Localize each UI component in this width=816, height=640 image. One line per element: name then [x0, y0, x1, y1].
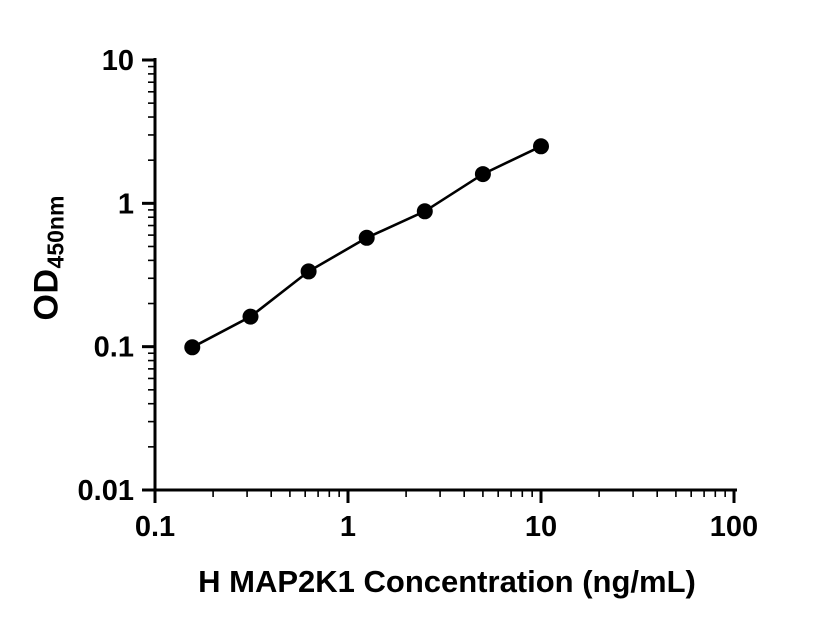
- data-point-marker: [533, 138, 549, 155]
- x-tick-label: 0.1: [135, 511, 175, 543]
- y-axis-title-main: OD: [27, 268, 66, 321]
- y-tick-label: 1: [118, 188, 134, 220]
- y-axis-title-sub: 450nm: [42, 195, 69, 269]
- y-tick-label: 10: [102, 45, 134, 77]
- y-tick-label: 0.01: [78, 475, 134, 507]
- data-point-marker: [242, 308, 259, 325]
- y-axis-title: OD450nm: [27, 195, 69, 321]
- data-point-marker: [300, 263, 317, 280]
- x-tick-label: 100: [710, 511, 758, 543]
- x-tick-label: 1: [340, 511, 356, 543]
- data-point-marker: [184, 339, 201, 356]
- y-tick-label: 0.1: [94, 332, 134, 364]
- x-axis-title: H MAP2K1 Concentration (ng/mL): [198, 564, 696, 599]
- data-point-marker: [416, 203, 433, 220]
- x-tick-label: 10: [525, 511, 557, 543]
- data-point-marker: [474, 166, 491, 183]
- data-point-marker: [358, 229, 375, 246]
